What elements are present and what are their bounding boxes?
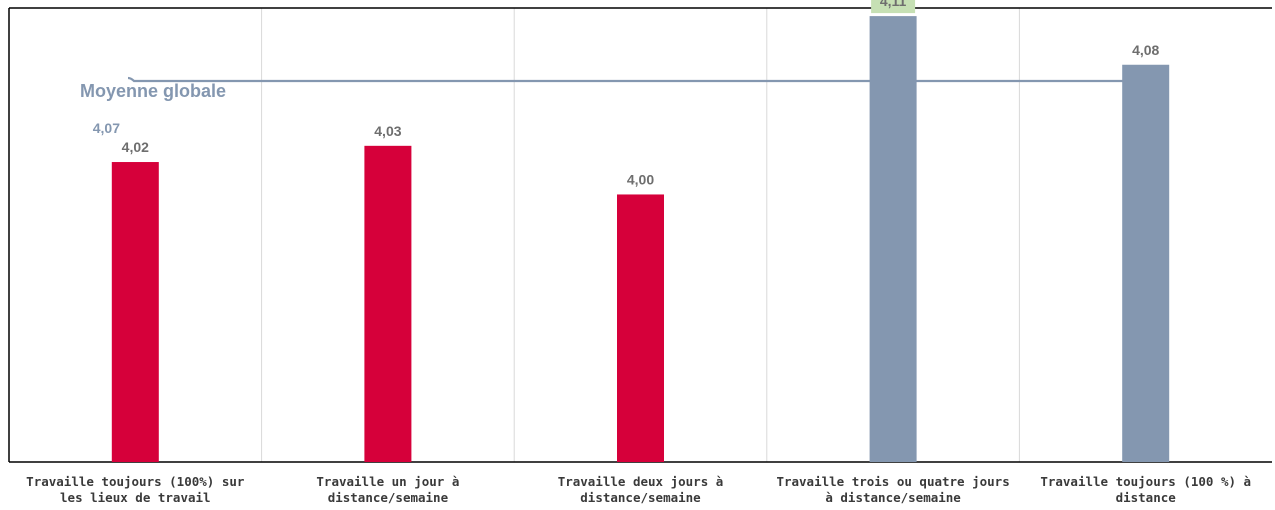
category-label: à distance/semaine bbox=[825, 490, 961, 505]
category-label: Travaille trois ou quatre jours bbox=[776, 474, 1009, 489]
category-separators bbox=[261, 8, 1020, 462]
value-label: 4,02 bbox=[122, 139, 149, 155]
bar bbox=[869, 16, 917, 462]
reference-line bbox=[127, 76, 1146, 83]
category-label: les lieux de travail bbox=[60, 490, 211, 505]
reference-line-title: Moyenne globale bbox=[80, 81, 226, 101]
category-label: Travaille toujours (100 %) à bbox=[1040, 474, 1251, 489]
value-label: 4,11 bbox=[880, 0, 907, 9]
reference-line-group: Moyenne globale 4,07 bbox=[80, 76, 1146, 136]
value-label: 4,00 bbox=[627, 171, 654, 187]
bar bbox=[111, 162, 159, 463]
value-label: 4,08 bbox=[1132, 42, 1159, 58]
category-label: Travaille toujours (100%) sur bbox=[26, 474, 245, 489]
bar bbox=[1122, 64, 1170, 462]
reference-line-value-label: 4,07 bbox=[93, 120, 120, 136]
category-label: Travaille deux jours à bbox=[558, 474, 724, 489]
value-label: 4,03 bbox=[374, 123, 401, 139]
value-labels: 4,02 4,03 4,00 4,11 4,08 bbox=[122, 0, 1160, 187]
bar bbox=[364, 145, 412, 463]
bars bbox=[111, 16, 1170, 463]
category-label: distance/semaine bbox=[580, 490, 701, 505]
category-label: distance/semaine bbox=[328, 490, 449, 505]
category-label: Travaille un jour à bbox=[316, 474, 459, 489]
category-label: distance bbox=[1116, 490, 1177, 505]
bar bbox=[617, 194, 664, 462]
value-label-highlight bbox=[871, 0, 916, 14]
